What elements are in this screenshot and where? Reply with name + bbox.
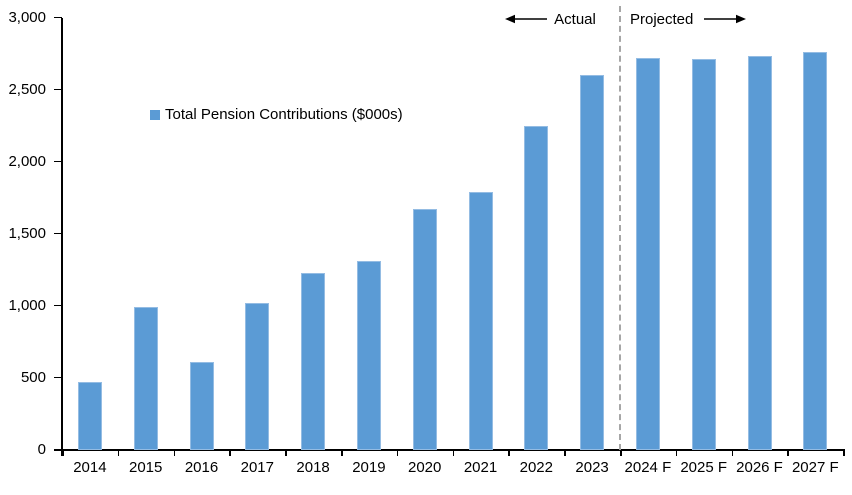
- y-axis-line: [61, 17, 63, 456]
- x-axis-tick: [787, 450, 789, 456]
- legend: Total Pension Contributions ($000s): [150, 106, 403, 123]
- actual-projected-divider: [619, 6, 621, 450]
- x-axis-label: 2025 F: [680, 459, 728, 476]
- left-arrow-icon: [505, 14, 547, 24]
- y-axis-label: 2,500: [8, 80, 46, 98]
- y-axis-tick: [54, 88, 62, 91]
- bar: [524, 125, 549, 450]
- x-axis-label: 2023: [575, 459, 609, 476]
- bar: [133, 307, 158, 450]
- projected-section-label: Projected: [630, 11, 694, 28]
- x-axis-label: 2016: [184, 459, 219, 476]
- x-axis-tick: [341, 450, 343, 456]
- y-axis-tick: [54, 449, 62, 451]
- x-axis-tick: [285, 450, 287, 456]
- bar: [189, 362, 214, 450]
- x-axis-label: 2027 F: [791, 459, 839, 476]
- x-axis-tick: [508, 450, 510, 456]
- bar: [747, 56, 772, 450]
- x-axis-tick: [117, 450, 120, 456]
- bar: [301, 272, 326, 450]
- y-axis-tick: [54, 376, 62, 379]
- x-axis-label: 2026 F: [736, 459, 783, 476]
- bar: [245, 302, 270, 450]
- x-axis-tick: [843, 450, 845, 456]
- y-axis-label: 3,000: [8, 8, 46, 26]
- bar: [412, 209, 437, 450]
- x-axis-tick: [731, 450, 734, 456]
- x-axis-tick: [396, 450, 399, 456]
- legend-label: Total Pension Contributions ($000s): [165, 106, 403, 123]
- x-axis-tick: [452, 450, 455, 456]
- x-axis-label: 2018: [296, 459, 330, 476]
- x-axis-label: 2021: [463, 459, 498, 476]
- y-axis-tick: [54, 232, 62, 235]
- x-axis-label: 2024 F: [624, 459, 672, 476]
- bar: [77, 382, 102, 450]
- bar: [635, 57, 660, 450]
- y-axis-tick: [54, 160, 62, 163]
- y-axis-tick: [54, 304, 62, 307]
- x-axis-label: 2019: [352, 459, 386, 476]
- y-axis-label: 2,000: [8, 152, 46, 170]
- x-axis-label: 2022: [519, 459, 553, 476]
- y-axis-label: 0: [37, 441, 46, 458]
- bar: [468, 191, 493, 450]
- x-axis-tick: [620, 450, 622, 456]
- legend-swatch-icon: [150, 109, 160, 120]
- bar: [691, 59, 716, 450]
- right-arrow-icon: [704, 14, 746, 24]
- x-axis-tick: [173, 450, 176, 456]
- y-axis-label: 1,500: [8, 224, 46, 242]
- bar: [356, 261, 381, 450]
- x-axis-label: 2017: [240, 459, 274, 476]
- bar: [580, 75, 605, 450]
- x-axis-label: 2020: [408, 459, 442, 476]
- bar: [803, 52, 828, 450]
- y-axis-label: 1,000: [8, 296, 46, 314]
- actual-section-label: Actual: [554, 11, 596, 28]
- x-axis-label: 2014: [73, 459, 107, 476]
- x-axis-tick: [229, 450, 231, 456]
- x-axis-label: 2015: [129, 459, 163, 476]
- x-axis-tick: [675, 450, 678, 456]
- y-axis-tick: [54, 16, 62, 18]
- x-axis-tick: [62, 450, 64, 456]
- x-axis-tick: [564, 450, 566, 456]
- y-axis-label: 500: [20, 368, 46, 386]
